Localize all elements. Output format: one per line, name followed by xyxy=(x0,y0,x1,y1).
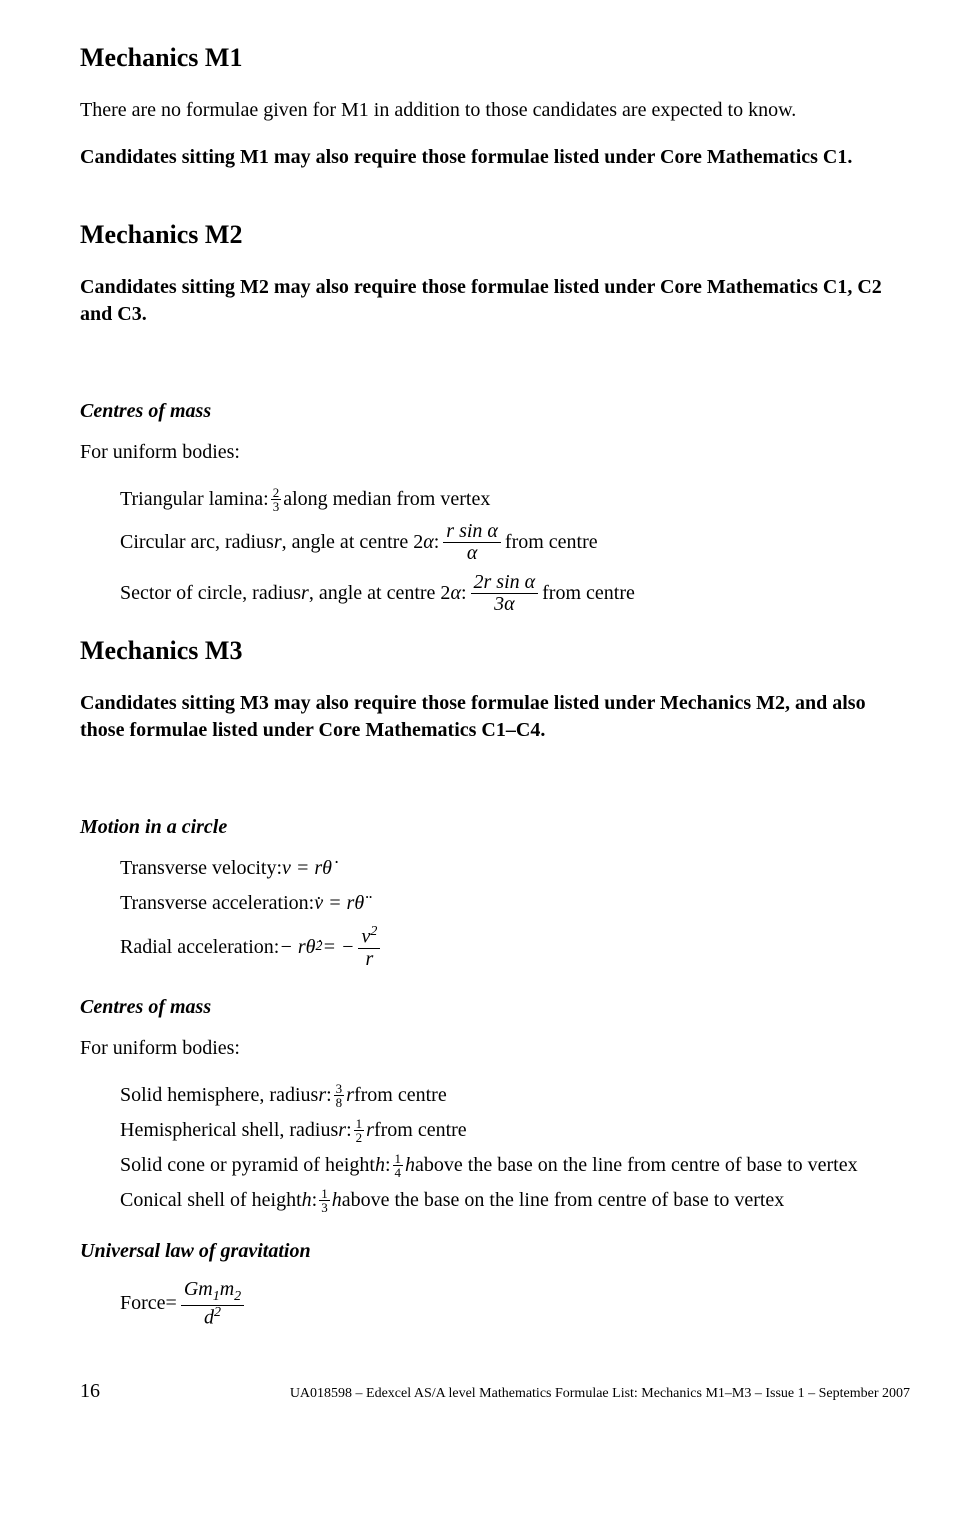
equation: v̇ = rθ̈ xyxy=(314,890,364,917)
text: : xyxy=(326,1082,332,1109)
var-r: r xyxy=(346,1082,354,1109)
text: Transverse velocity: xyxy=(120,855,282,882)
eq: = − xyxy=(322,934,354,961)
page-footer: 16 UA018598 – Edexcel AS/A level Mathema… xyxy=(80,1378,910,1405)
exp: 2 xyxy=(315,938,322,957)
m2-triangular-lamina: Triangular lamina: 2 3 along median from… xyxy=(120,486,910,513)
text: : xyxy=(312,1187,318,1214)
text: Hemispherical shell, radius xyxy=(120,1117,338,1144)
m3-com-heading: Centres of mass xyxy=(80,994,910,1021)
m3-intro: Candidates sitting M3 may also require t… xyxy=(80,690,910,744)
var-r: r xyxy=(318,1082,326,1109)
m3-solid-hemisphere: Solid hemisphere, radius r : 3 8 r from … xyxy=(120,1082,910,1109)
footer-text: UA018598 – Edexcel AS/A level Mathematic… xyxy=(290,1385,910,1404)
var-h: h xyxy=(405,1152,415,1179)
force-label: Force xyxy=(120,1290,166,1317)
equation: v = rθ̇ xyxy=(282,855,332,882)
var-r: r xyxy=(301,580,309,607)
text: Conical shell of height xyxy=(120,1187,302,1214)
var-h: h xyxy=(302,1187,312,1214)
text: : xyxy=(461,580,467,607)
m2-circular-arc: Circular arc, radius r , angle at centre… xyxy=(120,521,910,564)
text: Transverse acceleration: xyxy=(120,890,314,917)
text: from centre xyxy=(354,1082,447,1109)
text: : xyxy=(346,1117,352,1144)
var-r: r xyxy=(338,1117,346,1144)
eq: = xyxy=(166,1290,177,1317)
var-h: h xyxy=(375,1152,385,1179)
text: above the base on the line from centre o… xyxy=(342,1187,785,1214)
var-r: r xyxy=(366,1117,374,1144)
m3-motion-heading: Motion in a circle xyxy=(80,814,910,841)
fraction-3-8: 3 8 xyxy=(334,1082,345,1109)
var-h: h xyxy=(332,1187,342,1214)
fraction-1-3: 1 3 xyxy=(319,1187,330,1214)
fraction-1-4: 1 4 xyxy=(393,1152,404,1179)
page-number: 16 xyxy=(80,1378,100,1405)
m1-line2: Candidates sitting M1 may also require t… xyxy=(80,144,910,171)
text: , angle at centre 2 xyxy=(282,529,424,556)
fraction-1-2: 1 2 xyxy=(354,1117,365,1144)
lhs: − rθ̇ xyxy=(279,934,315,961)
text: : xyxy=(434,529,440,556)
m3-hemispherical-shell: Hemispherical shell, radius r : 1 2 r fr… xyxy=(120,1117,910,1144)
var-alpha: α xyxy=(450,580,461,607)
text: Solid cone or pyramid of height xyxy=(120,1152,375,1179)
var-alpha: α xyxy=(423,529,434,556)
heading-m1: Mechanics M1 xyxy=(80,40,910,75)
m1-line1: There are no formulae given for M1 in ad… xyxy=(80,97,910,124)
m3-transverse-velocity: Transverse velocity: v = rθ̇ xyxy=(120,855,910,882)
text: from centre xyxy=(374,1117,467,1144)
fraction-2rsin-3alpha: 2r sin α 3α xyxy=(471,572,539,615)
m3-solid-cone: Solid cone or pyramid of height h : 1 4 … xyxy=(120,1152,910,1179)
fraction-rsin-alpha: r sin α α xyxy=(443,521,501,564)
m3-gravitation-formula: Force = Gm1m2 d2 xyxy=(120,1279,910,1328)
text: Circular arc, radius xyxy=(120,529,274,556)
fraction-v2-r: v2 r xyxy=(358,925,380,970)
var-r: r xyxy=(274,529,282,556)
m3-conical-shell: Conical shell of height h : 1 3 h above … xyxy=(120,1187,910,1214)
m2-intro: Candidates sitting M2 may also require t… xyxy=(80,274,910,328)
text: Solid hemisphere, radius xyxy=(120,1082,318,1109)
text: above the base on the line from centre o… xyxy=(415,1152,858,1179)
m3-uniform: For uniform bodies: xyxy=(80,1035,910,1062)
text: : xyxy=(385,1152,391,1179)
fraction-2-3: 2 3 xyxy=(271,486,282,513)
text: Sector of circle, radius xyxy=(120,580,301,607)
heading-m3: Mechanics M3 xyxy=(80,633,910,668)
m3-radial-acceleration: Radial acceleration: − rθ̇ 2 = − v2 r xyxy=(120,925,910,970)
text: along median from vertex xyxy=(283,486,490,513)
text: from centre xyxy=(505,529,598,556)
m2-sector: Sector of circle, radius r , angle at ce… xyxy=(120,572,910,615)
text: , angle at centre 2 xyxy=(309,580,451,607)
text: from centre xyxy=(542,580,635,607)
fraction-gm1m2-d2: Gm1m2 d2 xyxy=(181,1279,244,1328)
m2-uniform: For uniform bodies: xyxy=(80,439,910,466)
text: Triangular lamina: xyxy=(120,486,269,513)
m3-transverse-acceleration: Transverse acceleration: v̇ = rθ̈ xyxy=(120,890,910,917)
text: Radial acceleration: xyxy=(120,934,279,961)
m2-com-heading: Centres of mass xyxy=(80,398,910,425)
heading-m2: Mechanics M2 xyxy=(80,217,910,252)
m3-gravitation-heading: Universal law of gravitation xyxy=(80,1238,910,1265)
